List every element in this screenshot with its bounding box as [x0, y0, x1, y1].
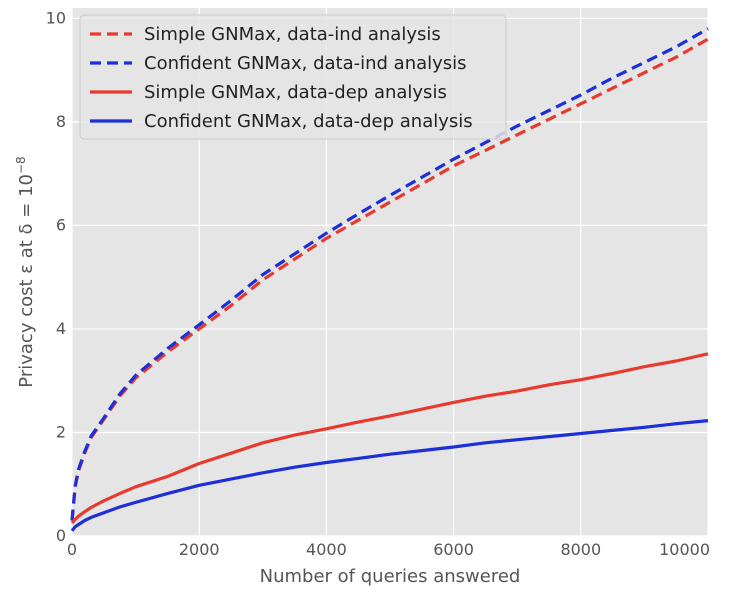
- legend-label-1: Simple GNMax, data-ind analysis: [144, 24, 441, 45]
- y-tick-label: 4: [56, 319, 66, 338]
- x-tick-label: 2000: [179, 540, 220, 559]
- x-tick-label: 8000: [560, 540, 601, 559]
- series-line-2: [70, 27, 709, 521]
- legend-label-3: Simple GNMax, data-dep analysis: [144, 82, 447, 103]
- y-tick-label: 8: [56, 112, 66, 131]
- x-tick-label: 6000: [433, 540, 474, 559]
- tick-labels: 0 2000 4000 6000 8000 10000 0 2 4 6 8 10: [46, 8, 710, 559]
- y-axis-label-exponent: −8: [14, 156, 28, 174]
- x-axis-label: Number of queries answered: [260, 566, 521, 587]
- y-axis-label: Privacy cost ε at δ = 10−8: [14, 156, 37, 387]
- x-tick-label: 4000: [306, 540, 347, 559]
- series-line-4: [70, 419, 709, 532]
- y-tick-label: 10: [46, 8, 66, 27]
- y-tick-label: 6: [56, 215, 66, 234]
- y-tick-label: 2: [56, 422, 66, 441]
- y-tick-label: 0: [56, 526, 66, 545]
- x-tick-label: 0: [67, 540, 77, 559]
- legend-label-2: Confident GNMax, data-ind analysis: [144, 53, 467, 74]
- y-axis-label-main: Privacy cost ε at δ = 10: [16, 174, 37, 388]
- legend-label-4: Confident GNMax, data-dep analysis: [144, 111, 473, 132]
- legend: Simple GNMax, data-ind analysis Confident…: [79, 14, 507, 140]
- legend-box: [79, 14, 507, 140]
- series-group: [70, 27, 709, 532]
- legend-items: Simple GNMax, data-ind analysis Confident…: [90, 24, 473, 132]
- series-line-3: [70, 352, 709, 525]
- x-tick-label: 10000: [659, 540, 710, 559]
